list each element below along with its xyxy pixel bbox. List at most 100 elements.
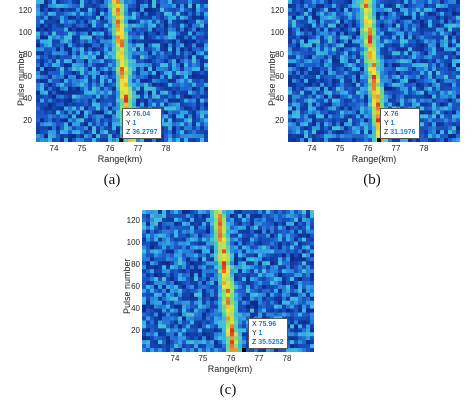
heatmap-cell: [306, 245, 311, 250]
heatmap-cell: [242, 288, 247, 294]
heatmap-cell: [448, 130, 453, 135]
heatmap-cell: [290, 324, 295, 329]
heatmap-cell: [428, 126, 433, 131]
heatmap-cell: [44, 51, 49, 56]
heatmap-cell: [68, 7, 73, 13]
heatmap-cell: [96, 63, 101, 68]
heatmap-cell: [92, 82, 97, 88]
heatmap-cell: [416, 71, 421, 76]
heatmap-cell: [52, 110, 57, 115]
datatip-marker-b: [377, 138, 381, 142]
heatmap-cell: [316, 31, 321, 36]
heatmap-cell: [168, 35, 173, 40]
heatmap-cell: [306, 213, 311, 219]
heatmap-cell: [424, 7, 429, 13]
heatmap-cell: [204, 86, 208, 92]
heatmap-cell: [198, 281, 203, 286]
heatmap-cell: [300, 63, 305, 68]
heatmap-cell: [186, 257, 191, 262]
heatmap-cell: [310, 269, 314, 274]
heatmap-cell: [340, 106, 345, 111]
heatmap-cell: [174, 300, 179, 305]
heatmap-cell: [40, 11, 45, 17]
heatmap-cell: [424, 138, 429, 142]
heatmap-cell: [222, 245, 227, 250]
heatmap-cell: [262, 273, 267, 278]
heatmap-cell: [444, 114, 449, 119]
heatmap-cell: [324, 0, 329, 5]
heatmap-cell: [92, 71, 97, 76]
heatmap-cell: [146, 344, 151, 349]
ytick-c-80: 80: [131, 260, 140, 269]
heatmap-cell: [166, 324, 171, 329]
heatmap-cell: [136, 102, 141, 107]
heatmap-cell: [128, 74, 133, 80]
heatmap-cell: [360, 130, 365, 135]
heatmap-cell: [242, 253, 247, 258]
datatip-b: X 76 Y 1 Z 31.1976: [380, 108, 420, 139]
heatmap-cell: [302, 221, 307, 227]
heatmap-cell: [432, 43, 437, 48]
heatmap-cell: [270, 292, 275, 298]
heatmap-cell: [40, 138, 45, 142]
heatmap-cell: [254, 241, 259, 246]
heatmap-cell: [200, 98, 205, 103]
heatmap-cell: [444, 63, 449, 68]
heatmap-cell: [218, 324, 223, 329]
heatmap-cell: [40, 106, 45, 111]
heatmap-cell: [154, 269, 159, 274]
heatmap-cell: [72, 86, 77, 92]
heatmap-cell: [154, 348, 159, 352]
heatmap-cell: [184, 43, 189, 48]
heatmap-cell: [372, 43, 377, 48]
heatmap-cell: [132, 15, 137, 21]
heatmap-cell: [246, 210, 251, 215]
heatmap-cell: [180, 67, 185, 72]
heatmap-cell: [152, 55, 157, 60]
xtick-b-77: 77: [391, 144, 401, 153]
heatmap-cell: [76, 86, 81, 92]
heatmap-cell: [184, 78, 189, 84]
heatmap-cell: [266, 245, 271, 250]
heatmap-cell: [150, 261, 155, 266]
heatmap-cell: [206, 296, 211, 302]
heatmap-cell: [88, 138, 93, 142]
heatmap-cell: [258, 225, 263, 231]
heatmap-cell: [388, 7, 393, 13]
heatmap-cell: [432, 90, 437, 95]
heatmap-cell: [72, 118, 77, 123]
heatmap-cell: [320, 19, 325, 24]
heatmap-cell: [180, 74, 185, 80]
heatmap-cell: [60, 63, 65, 68]
heatmap-cell: [250, 245, 255, 250]
heatmap-cell: [104, 118, 109, 123]
heatmap-cell: [286, 300, 291, 305]
heatmap-cell: [440, 71, 445, 76]
heatmap-cell: [48, 0, 53, 5]
heatmap-cell: [282, 221, 287, 227]
heatmap-cell: [210, 336, 215, 341]
heatmap-cell: [148, 55, 153, 60]
heatmap-cell: [68, 15, 73, 21]
heatmap-cell: [108, 39, 113, 44]
heatmap-cell: [160, 35, 165, 40]
heatmap-cell: [352, 71, 357, 76]
heatmap-cell: [340, 98, 345, 103]
heatmap-cell: [222, 217, 227, 223]
heatmap-cell: [92, 7, 97, 13]
heatmap-cell: [84, 59, 89, 64]
heatmap-cell: [142, 273, 147, 278]
heatmap-cell: [198, 249, 203, 254]
heatmap-cell: [166, 225, 171, 231]
heatmap-cell: [56, 86, 61, 92]
heatmap-cell: [286, 312, 291, 317]
heatmap-cell: [150, 213, 155, 219]
heatmap-cell: [100, 39, 105, 44]
heatmap-cell: [452, 0, 457, 5]
heatmap-cell: [376, 122, 381, 127]
heatmap-cell: [146, 269, 151, 274]
heatmap-cell: [328, 106, 333, 111]
heatmap-cell: [368, 35, 373, 40]
heatmap-cell: [448, 47, 453, 52]
heatmap-cell: [108, 126, 113, 131]
